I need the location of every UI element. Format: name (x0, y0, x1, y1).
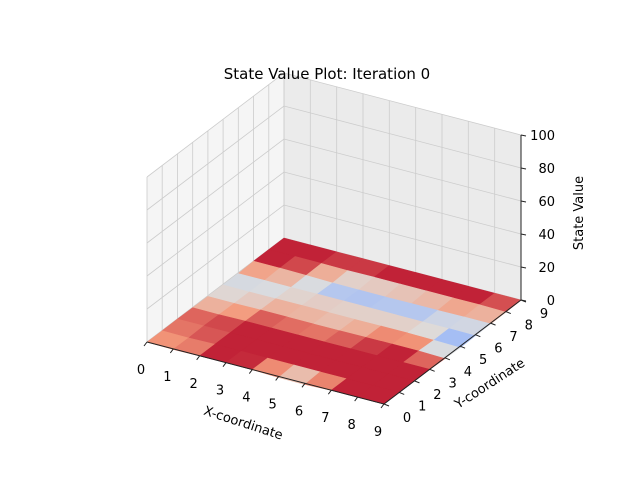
y-tick-mark (505, 311, 511, 315)
x-tick-label: 7 (321, 411, 329, 426)
x-tick-label: 2 (190, 377, 198, 392)
gridline (146, 72, 522, 178)
x-tick-mark (301, 383, 306, 388)
y-tick-mark (490, 322, 496, 326)
y-tick-label: 0 (403, 411, 411, 426)
y-tick-mark (444, 357, 451, 361)
gridline (146, 138, 522, 244)
y-tick-label: 9 (540, 307, 548, 322)
gridline (146, 204, 522, 310)
z-tick-mark (520, 200, 527, 203)
z-tick-label: 0 (547, 294, 555, 309)
x-axis-line (146, 341, 385, 405)
x-tick-mark (196, 355, 201, 361)
z-tick-label: 20 (538, 261, 555, 276)
y-tick-label: 5 (479, 353, 487, 368)
y-tick-label: 2 (433, 388, 441, 403)
z-axis-label: State Value (572, 176, 587, 250)
y-tick-label: 3 (449, 376, 457, 391)
y-tick-mark (459, 345, 466, 349)
y-axis-line (383, 299, 522, 405)
y-tick-label: 8 (525, 319, 533, 334)
x-tick-mark (327, 389, 332, 395)
x-tick-label: 5 (269, 397, 277, 412)
y-tick-label: 4 (464, 365, 472, 380)
y-tick-label: 6 (494, 342, 502, 357)
gridline (146, 105, 522, 211)
axis-lines (146, 135, 522, 405)
x-tick-mark (169, 348, 174, 354)
y-tick-mark (399, 391, 405, 395)
z-tick-mark (520, 266, 527, 269)
x-tick-mark (222, 362, 227, 367)
x-tick-label: 1 (163, 370, 171, 385)
y-tick-label: 7 (509, 330, 517, 345)
z-tick-label: 60 (538, 195, 555, 210)
x-tick-mark (248, 369, 253, 374)
x-tick-label: 8 (348, 418, 356, 433)
z-tick-mark (520, 233, 527, 236)
x-tick-mark (275, 376, 280, 381)
gridline (146, 171, 522, 277)
z-tick-mark (520, 299, 527, 302)
x-tick-label: 9 (374, 425, 382, 440)
x-tick-mark (143, 341, 148, 347)
x-tick-label: 3 (216, 384, 224, 399)
y-tick-mark (429, 368, 435, 372)
x-tick-label: 0 (137, 363, 145, 378)
z-tick-mark (520, 134, 527, 137)
z-tick-label: 40 (538, 228, 555, 243)
y-tick-mark (475, 334, 481, 338)
y-tick-label: 1 (418, 399, 426, 414)
chart-title: State Value Plot: Iteration 0 (224, 65, 430, 83)
x-tick-label: 4 (242, 391, 250, 406)
z-tick-label: 80 (538, 162, 555, 177)
back-pane (284, 73, 521, 300)
z-tick-mark (520, 167, 527, 170)
y-tick-mark (383, 403, 390, 407)
x-tick-mark (380, 403, 385, 409)
y-tick-mark (414, 380, 420, 384)
x-tick-mark (354, 396, 359, 402)
x-tick-label: 6 (295, 404, 303, 419)
left-pane (147, 73, 284, 342)
z-tick-label: 100 (530, 129, 555, 144)
